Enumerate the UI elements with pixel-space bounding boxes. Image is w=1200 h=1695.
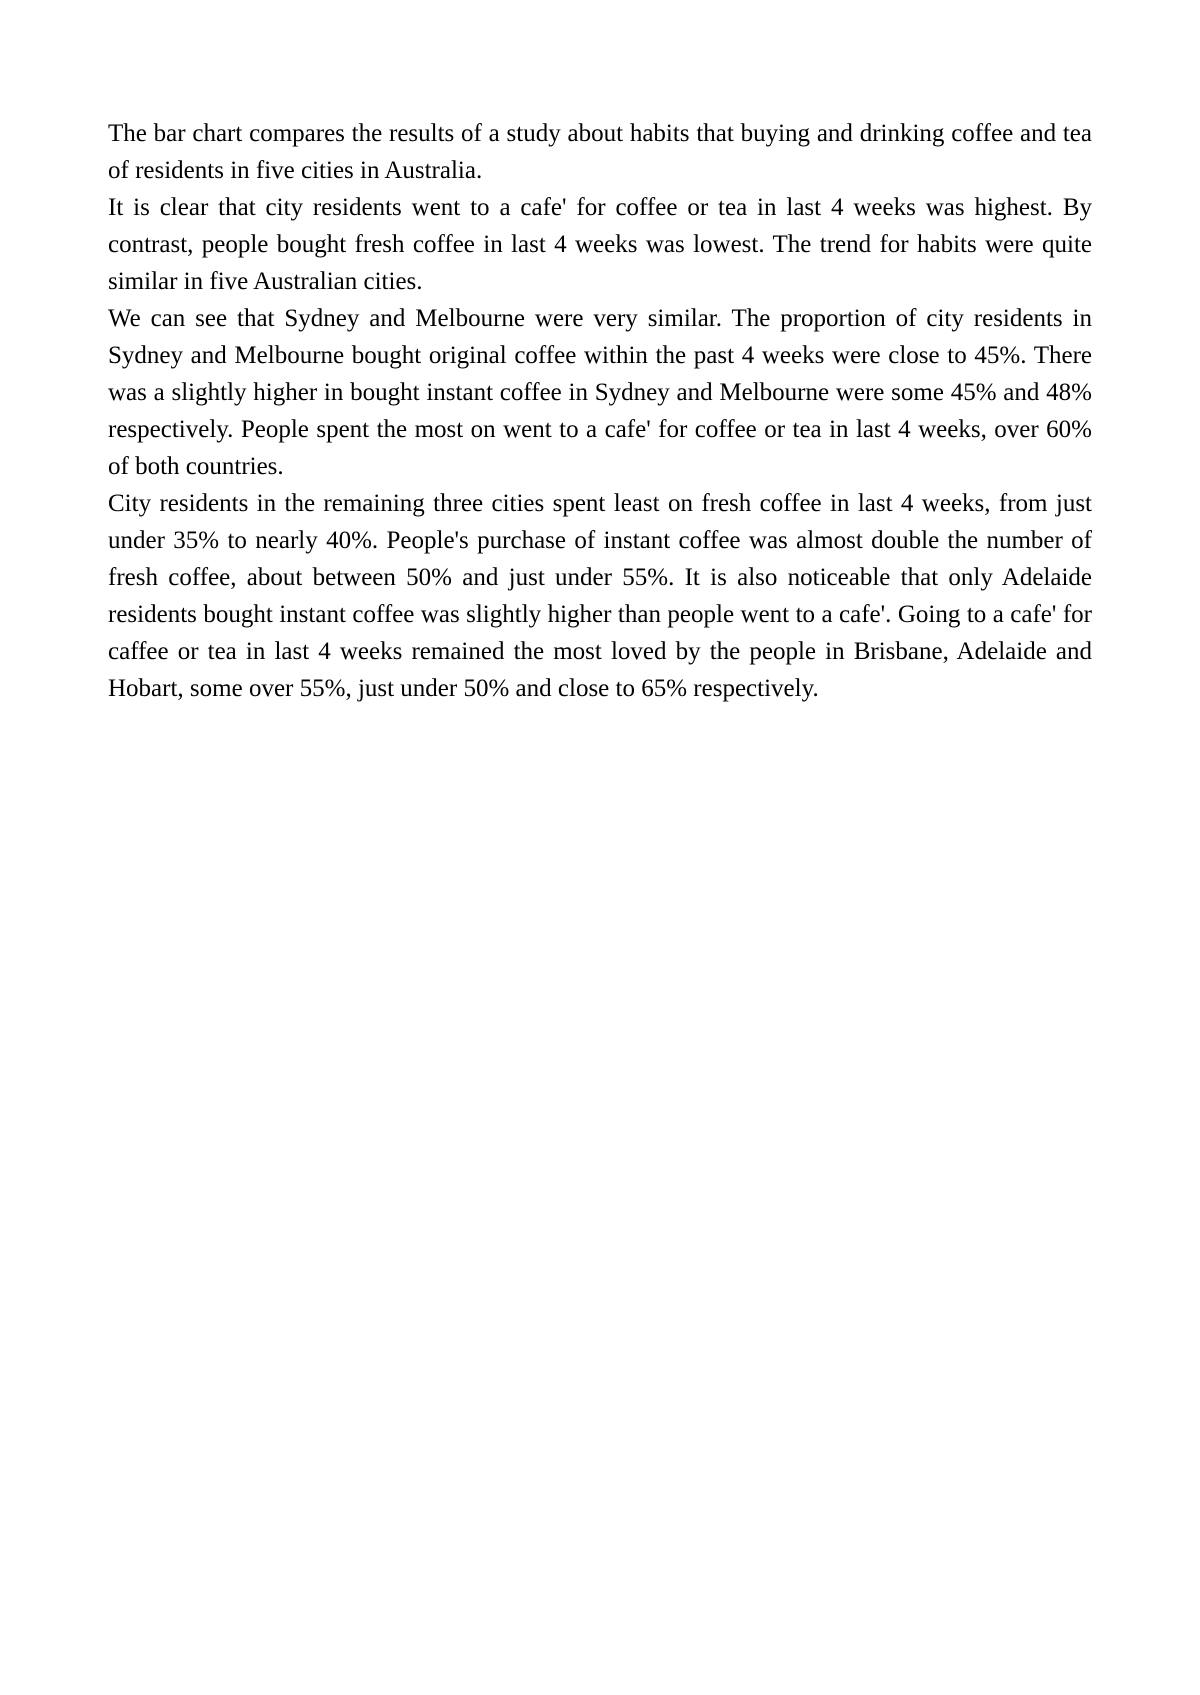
paragraph-2: It is clear that city residents went to …	[108, 189, 1092, 300]
paragraph-4: City residents in the remaining three ci…	[108, 485, 1092, 707]
paragraph-1: The bar chart compares the results of a …	[108, 115, 1092, 189]
document-body: The bar chart compares the results of a …	[108, 115, 1092, 707]
paragraph-3: We can see that Sydney and Melbourne wer…	[108, 300, 1092, 485]
